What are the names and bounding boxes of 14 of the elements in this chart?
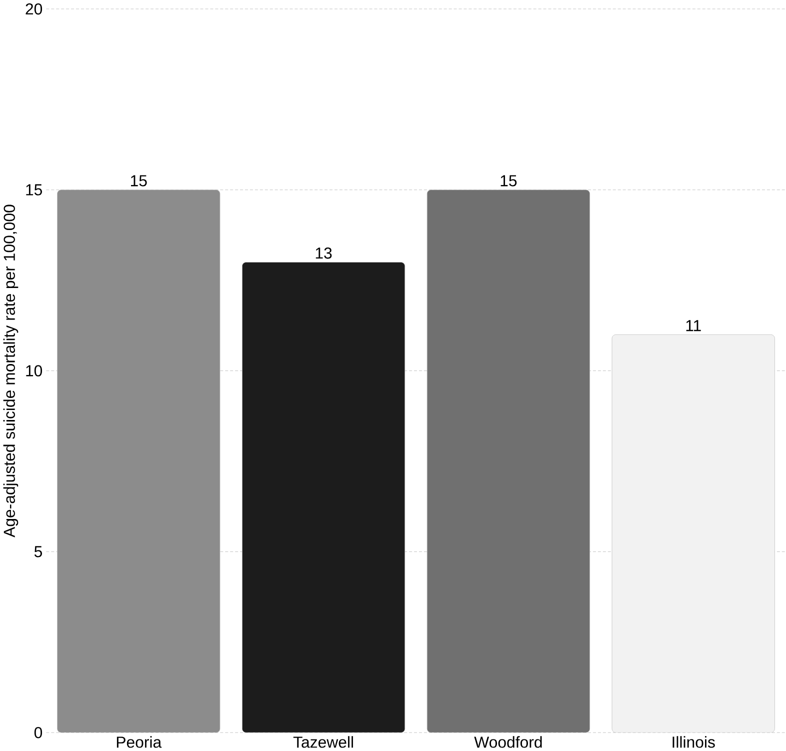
y-tick-label: 5 <box>34 546 42 558</box>
x-tick-label: Woodford <box>474 736 542 748</box>
y-tick-label: 15 <box>26 184 42 196</box>
data-label: 11 <box>686 320 701 332</box>
y-tick-label: 10 <box>26 365 42 376</box>
x-tick-label: Peoria <box>116 736 162 748</box>
data-label: 15 <box>131 175 147 186</box>
x-tick-label: Illinois <box>672 736 715 748</box>
x-tick-label: Tazewell <box>293 736 353 748</box>
y-axis-title: Age-adjusted suicide mortality rate per 100,000 <box>3 204 18 538</box>
data-label: 15 <box>500 175 517 186</box>
y-tick-label: 20 <box>26 3 42 15</box>
y-tick-label: 0 <box>34 726 42 738</box>
data-label: 13 <box>316 247 332 259</box>
